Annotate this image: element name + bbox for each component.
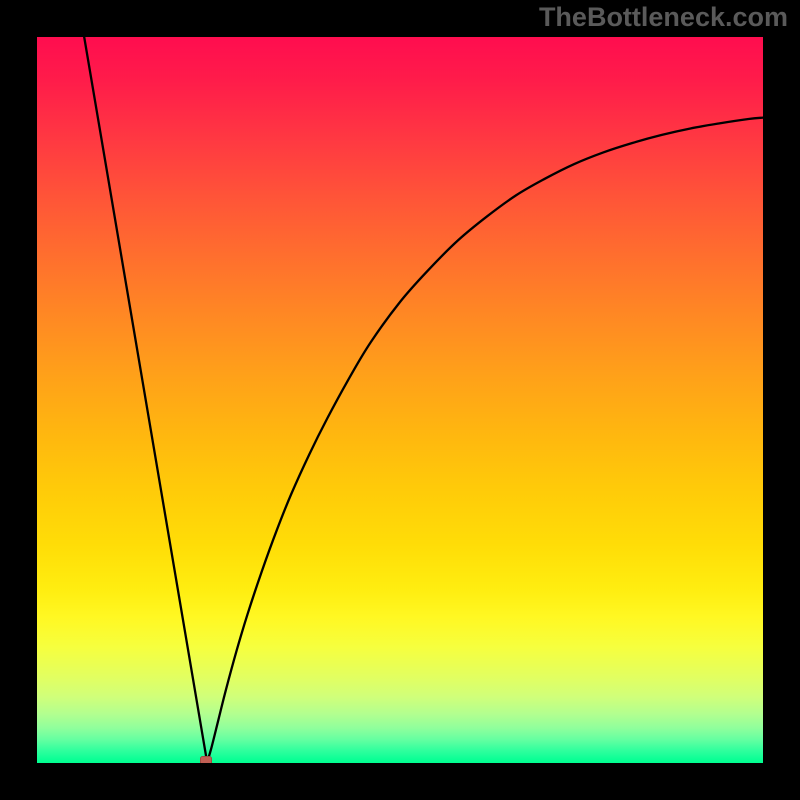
- chart-container: TheBottleneck.com: [0, 0, 800, 800]
- plot-area: [37, 37, 763, 763]
- optimum-marker: [200, 756, 212, 763]
- bottleneck-curve: [84, 37, 763, 761]
- curve-svg: [37, 37, 763, 763]
- watermark-label: TheBottleneck.com: [539, 2, 788, 33]
